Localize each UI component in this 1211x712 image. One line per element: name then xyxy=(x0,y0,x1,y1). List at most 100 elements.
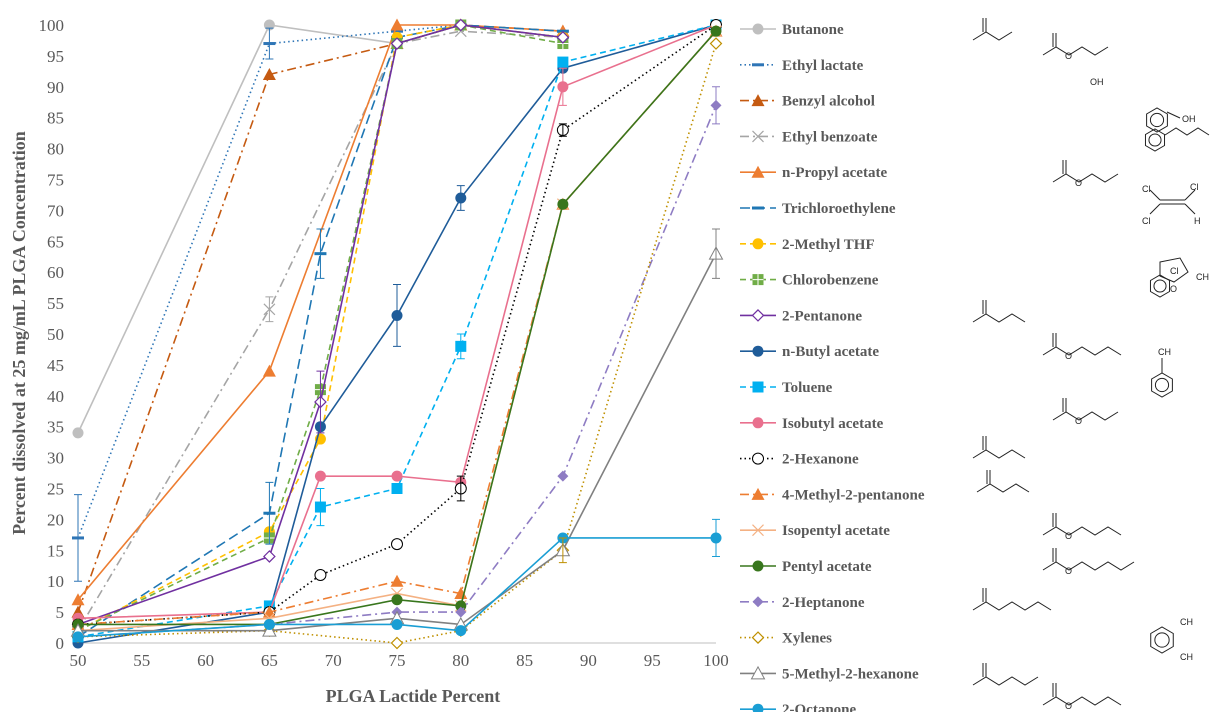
butanone-structure-icon xyxy=(972,18,1013,41)
error-bar xyxy=(265,27,274,60)
aromatic-circle xyxy=(1153,279,1167,293)
legend-label: Ethyl lactate xyxy=(782,58,864,74)
data-point xyxy=(391,483,403,494)
x-tick-label: 75 xyxy=(389,651,406,670)
legend-item: n-Butyl acetate xyxy=(740,344,879,360)
benzene-ring xyxy=(1144,128,1166,152)
series-1 xyxy=(72,23,569,540)
legend-item: Butanone xyxy=(740,22,844,38)
toluene-structure-icon: CH xyxy=(1151,347,1173,398)
methyl-pentanone-structure-icon xyxy=(976,470,1030,493)
data-point xyxy=(263,618,275,630)
bond-chain xyxy=(972,449,1026,459)
legend-label: Isopentyl acetate xyxy=(782,523,890,539)
bonds xyxy=(1149,189,1196,215)
data-point xyxy=(557,198,569,210)
series-line xyxy=(78,30,717,626)
legend-label: n-Butyl acetate xyxy=(782,344,879,360)
atom-label: Cl xyxy=(1142,216,1151,226)
error-bar xyxy=(712,518,720,557)
legend-item: 2-Methyl THF xyxy=(740,237,875,253)
legend-label: 4-Methyl-2-pentanone xyxy=(782,487,925,503)
oxygen-label: O xyxy=(1075,416,1082,426)
x-tick-label: 60 xyxy=(197,651,214,670)
legend-label: Chlorobenzene xyxy=(782,273,879,289)
thf-ring xyxy=(1159,257,1189,283)
legend-label: Benzyl alcohol xyxy=(782,94,875,110)
data-point xyxy=(390,37,404,50)
oxygen-label: O xyxy=(1065,531,1072,541)
oxygen-label: O xyxy=(1065,51,1072,61)
legend-marker xyxy=(752,703,764,712)
methyl-hexanone-structure-icon xyxy=(972,663,1039,686)
legend-item: 5-Methyl-2-hexanone xyxy=(740,665,919,682)
atom-label: H xyxy=(1194,216,1201,226)
isopentyl-acetate-structure-icon: O xyxy=(1042,513,1122,541)
data-point xyxy=(262,67,276,80)
methyl-label: CH xyxy=(1180,617,1193,627)
legend-label: n-Propyl acetate xyxy=(782,165,887,181)
legend-marker xyxy=(752,381,764,393)
bond-chain xyxy=(1164,127,1210,136)
x-tick-label: 50 xyxy=(70,651,87,670)
bond-chain xyxy=(1042,526,1122,536)
legend-label: 2-Methyl THF xyxy=(782,237,875,253)
series-line xyxy=(77,24,563,539)
butyl-acetate-structure-icon: O xyxy=(1042,333,1122,361)
legend-marker xyxy=(752,23,764,35)
data-point xyxy=(709,37,723,50)
carbonyl-bond xyxy=(1052,683,1057,697)
legend-marker xyxy=(752,417,764,429)
benzyl-alcohol-structure-icon: OH xyxy=(1146,107,1196,133)
series-layer xyxy=(70,18,724,650)
legend-marker xyxy=(752,130,764,143)
ethyl-lactate-structure-icon: O OH xyxy=(1042,33,1109,87)
pentanone-structure-icon xyxy=(972,300,1026,323)
x-axis-title: PLGA Lactide Percent xyxy=(326,686,501,706)
methyl-label: CH xyxy=(1196,272,1209,282)
bond-chain xyxy=(972,601,1052,611)
data-point xyxy=(391,594,403,606)
carbonyl-bond xyxy=(1062,398,1067,412)
data-point xyxy=(391,29,403,33)
bond-chain xyxy=(1042,561,1135,571)
y-tick-label: 0 xyxy=(56,634,65,653)
benzene-ring xyxy=(1149,274,1171,298)
hydroxyl-label: OH xyxy=(1182,114,1196,124)
legend-item: Ethyl lactate xyxy=(740,58,864,74)
oxygen-label: O xyxy=(1170,284,1177,294)
methyl-label: CH xyxy=(1158,347,1171,357)
error-bar xyxy=(558,537,567,564)
y-axis-title: Percent dissolved at 25 mg/mL PLGA Conce… xyxy=(9,131,29,535)
carbonyl-bond xyxy=(1052,513,1057,527)
y-tick-label: 65 xyxy=(47,232,64,251)
error-bar xyxy=(316,228,325,279)
x-tick-label: 100 xyxy=(703,651,729,670)
bond-chain xyxy=(1042,46,1109,56)
isobutyl-acetate-structure-icon: O xyxy=(1052,398,1119,426)
legend-item: 2-Hexanone xyxy=(740,452,859,468)
series-line xyxy=(77,537,716,638)
error-bar xyxy=(316,488,325,527)
series-5 xyxy=(72,23,569,639)
chlorine-label: Cl xyxy=(1170,266,1179,276)
legend-item: 2-Octanone xyxy=(740,702,857,712)
legend-label: Pentyl acetate xyxy=(782,559,872,575)
pentyl-acetate-structure-icon: O xyxy=(1042,548,1135,576)
legend-item: Isobutyl acetate xyxy=(740,416,884,432)
error-bar xyxy=(74,494,82,582)
carbonyl-bond xyxy=(982,18,987,32)
legend-marker xyxy=(750,665,766,680)
y-tick-label: 20 xyxy=(47,510,64,529)
data-point xyxy=(390,574,404,587)
y-tick-label: 90 xyxy=(47,78,64,97)
legend-label: 2-Hexanone xyxy=(782,452,859,468)
legend-label: 2-Heptanone xyxy=(782,595,865,611)
data-point xyxy=(557,56,569,68)
data-point xyxy=(72,427,84,439)
data-point xyxy=(263,550,276,563)
error-bar xyxy=(265,481,274,545)
data-point xyxy=(72,631,84,643)
series-line xyxy=(77,105,717,638)
data-point xyxy=(455,625,467,637)
